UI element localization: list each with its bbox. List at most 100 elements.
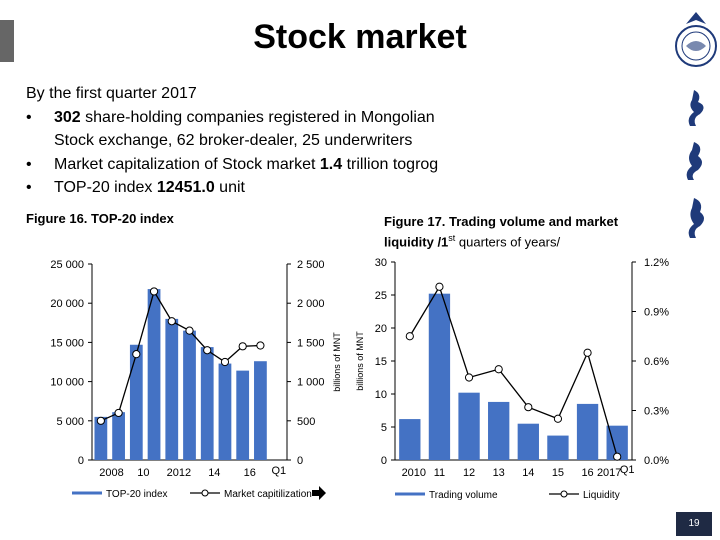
legend-label-bar: TOP-20 index	[106, 489, 168, 500]
right-axis-title: billions of MNT	[332, 332, 342, 392]
left-tick-label: 0	[381, 455, 387, 467]
bar-2015	[547, 435, 569, 460]
left-axis-title: billions of MNT	[355, 331, 365, 391]
figure17-caption-line2: liquidity /1	[384, 234, 449, 250]
right-tick-label: 0	[297, 455, 303, 467]
figure17-caption-line2b: quarters of years/	[455, 234, 561, 250]
bar-2016	[576, 403, 599, 460]
figure17-caption-line1: Figure 17. Trading volume and market	[384, 214, 619, 229]
legend-label-line: Liquidity	[583, 490, 620, 501]
legend-label-bar: Trading volume	[429, 490, 498, 501]
x-tick-label: 10	[137, 467, 149, 479]
point-2013	[494, 365, 503, 374]
x-tick-label: Q1	[271, 465, 286, 477]
legend-marker-line	[560, 490, 568, 498]
legend-arrow-icon	[312, 486, 326, 500]
point-2015	[553, 414, 563, 423]
bullet-text: TOP-20 index	[54, 179, 157, 196]
left-tick-label: 5	[381, 422, 387, 434]
bullet-continuation: Stock exchange, 62 broker-dealer, 25 und…	[54, 132, 413, 149]
summary-text: By the first quarter 2017 • 302 share-hol…	[26, 82, 438, 200]
right-tick-label: 0.0%	[644, 455, 669, 467]
figure17-caption: Figure 17. Trading volume and market liq…	[384, 214, 618, 250]
right-tick-label: 1 000	[297, 377, 325, 389]
page-title: Stock market	[253, 18, 467, 56]
bar-2011	[165, 318, 179, 460]
point-2015	[238, 342, 247, 351]
point-2010	[149, 287, 159, 296]
right-tick-label: 1.2%	[644, 257, 669, 269]
x-tick-label: 15	[552, 467, 564, 479]
page-number: 19	[676, 512, 712, 536]
left-tick-label: 20 000	[50, 298, 84, 310]
intro-line: By the first quarter 2017	[26, 85, 197, 102]
bullet-item: • Market capitalization of Stock market 1…	[26, 153, 438, 177]
bullet-marker: •	[26, 179, 32, 196]
bar-2014	[517, 423, 539, 460]
left-tick-label: 0	[78, 455, 84, 467]
bullet-item: • 302 share-holding companies registered …	[26, 106, 438, 130]
bar-2016	[254, 361, 267, 460]
point-2012	[464, 373, 474, 382]
left-tick-label: 25 000	[50, 259, 84, 271]
x-tick-label: 2010	[402, 467, 426, 479]
point-2014	[524, 403, 533, 412]
bullet-text: share-holding companies registered in Mo…	[80, 108, 435, 126]
left-tick-label: 10	[375, 389, 387, 401]
right-tick-label: 0.9%	[644, 307, 669, 319]
bullet-text: trillion togrog	[342, 155, 439, 173]
bar-2013	[488, 401, 510, 460]
x-tick-label: 2012	[167, 467, 191, 479]
left-tick-label: 20	[375, 323, 387, 335]
point-2011	[435, 282, 444, 291]
right-tick-label: 0.3%	[644, 406, 669, 418]
x-tick-label: 14	[208, 467, 220, 479]
point-2008	[114, 408, 123, 418]
point-2011	[167, 317, 176, 326]
emblem-logo	[675, 12, 717, 67]
line-series-Liquidity	[409, 285, 618, 457]
right-tick-label: 500	[297, 416, 315, 428]
point-2007	[96, 416, 105, 425]
chart-trading-volume: 0 5 10 15 20 25 30 0.0% 0.3% 0.6% 0.9% 1.2% 2010 11 12…	[355, 257, 669, 501]
point-2012	[185, 326, 194, 335]
bar-2017 Q1	[606, 425, 628, 460]
bar-2010	[399, 419, 421, 460]
legend-marker-line	[201, 489, 209, 497]
bar-2015	[236, 370, 250, 460]
bullet-text: unit	[214, 179, 245, 196]
left-tick-label: 5 000	[56, 416, 84, 428]
point-2014	[220, 357, 230, 367]
bar-2012	[458, 392, 480, 460]
chart-top20-index: 0 5 000 10 000 15 000 20 000 25 000 0 500 1 000 1…	[50, 259, 342, 500]
x-tick-label: 16	[244, 467, 256, 479]
x-tick-label: Q1	[620, 464, 635, 476]
bullet-marker: •	[26, 155, 32, 173]
slide-edge-tab	[0, 20, 14, 62]
line-series-Market capitilization	[100, 289, 261, 422]
left-tick-label: 15 000	[50, 337, 84, 349]
bullet-marker: •	[26, 108, 32, 126]
bullet-value: 302	[54, 108, 81, 126]
bullet-text: Market capitalization of Stock market	[54, 155, 320, 173]
bar-2010	[147, 289, 161, 460]
x-tick-label: 2017	[597, 467, 621, 479]
left-tick-label: 30	[375, 257, 387, 269]
left-tick-label: 10 000	[50, 377, 84, 389]
x-tick-label: 12	[463, 467, 475, 479]
figure17-caption-sup: st	[448, 233, 456, 243]
bar-2009	[129, 344, 143, 460]
right-tick-label: 1 500	[297, 337, 325, 349]
x-tick-label: 11	[434, 467, 445, 479]
point-2016	[583, 348, 592, 357]
point-2009	[132, 350, 141, 359]
bar-2007	[94, 416, 108, 460]
bar-2011	[428, 293, 451, 460]
x-tick-label: 13	[493, 467, 505, 479]
point-2010	[405, 332, 414, 341]
left-tick-label: 15	[375, 356, 387, 368]
bullet-value: 1.4	[319, 155, 343, 173]
right-tick-label: 2 500	[297, 259, 325, 271]
right-tick-label: 2 000	[297, 298, 325, 310]
bar-2012	[183, 330, 196, 460]
